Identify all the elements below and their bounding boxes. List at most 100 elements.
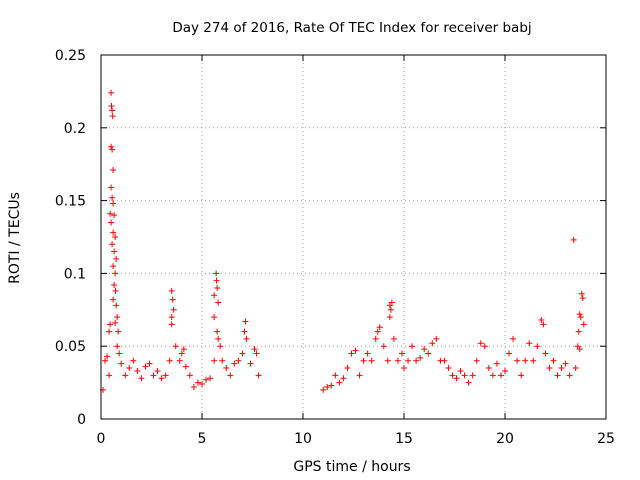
y-tick-label: 0.1 [64,266,86,282]
data-point [142,363,149,370]
data-point [352,347,359,354]
data-point [530,357,537,364]
data-point [441,357,448,364]
data-point [461,372,468,379]
data-point [445,365,452,372]
data-point [251,346,258,353]
data-point [134,367,141,374]
data-point [180,346,187,353]
data-point [522,357,529,364]
data-point [534,343,541,350]
data-point [102,357,109,364]
data-point [384,357,391,364]
data-point [211,292,218,299]
data-point [112,319,119,326]
data-point [199,381,205,388]
data-point [107,321,114,328]
data-point [109,146,116,153]
data-point [421,346,428,353]
data-point [154,367,161,374]
data-point [394,357,401,364]
data-point [114,314,121,321]
data-point [562,360,569,367]
data-point [320,386,327,393]
data-point [122,372,129,379]
data-point [235,357,242,364]
data-point [386,314,393,321]
data-point [356,372,363,379]
axis-ticks: 0 5 10 15 20 25 0 0.05 0.1 0.15 0.2 0.25 [55,48,615,447]
data-point [538,316,545,323]
x-tick-label: 20 [496,431,514,447]
data-point [170,306,177,313]
data-point [113,255,120,262]
data-point [372,335,379,342]
data-point [324,383,331,390]
data-point [465,379,472,386]
y-tick-label: 0.05 [55,339,86,355]
data-point [540,321,547,328]
data-point [388,299,395,306]
data-point [111,212,118,219]
data-point [203,376,210,383]
data-point [106,372,113,379]
data-point [398,350,405,357]
data-point [211,357,218,364]
data-point [223,365,230,372]
data-point [433,335,440,342]
grid-lines [101,55,606,419]
data-point [425,350,432,357]
data-point [247,360,254,367]
data-point [172,343,179,350]
data-point [328,382,335,389]
data-point [109,113,116,120]
data-point [112,234,119,240]
data-point [110,229,117,236]
data-point [213,270,220,277]
data-point [546,365,553,372]
data-point [186,372,193,379]
data-point [110,167,117,174]
data-point [390,335,397,342]
data-point [182,363,189,370]
data-point [108,219,115,226]
data-point [111,248,118,255]
data-point [108,184,115,191]
data-point [162,372,169,379]
data-point [580,321,587,328]
data-point [211,314,218,321]
data-point [572,365,579,372]
data-point [213,277,220,284]
data-point [111,282,118,289]
data-point [116,350,123,357]
y-axis-label: ROTI / TECUs [7,192,23,284]
x-tick-label: 0 [97,431,106,447]
data-point [469,372,476,379]
data-point [126,365,133,372]
data-point [489,372,496,379]
data-point [368,357,375,364]
data-point [168,314,175,321]
data-point [514,357,521,364]
data-point [344,365,351,372]
data-point [401,365,407,372]
data-point [146,360,153,367]
data-point [417,354,424,361]
data-points [100,89,587,393]
data-point [405,357,412,364]
data-point [473,357,480,364]
data-point [550,357,557,364]
data-point [576,311,583,318]
data-point [215,335,222,342]
data-point [360,357,367,364]
data-point [109,107,116,114]
data-point [106,328,113,335]
data-point [217,343,224,350]
data-point [429,340,436,347]
x-tick-label: 10 [294,431,312,447]
data-point [112,287,119,294]
data-point [577,314,584,321]
data-point [158,375,165,382]
x-tick-label: 25 [597,431,615,447]
